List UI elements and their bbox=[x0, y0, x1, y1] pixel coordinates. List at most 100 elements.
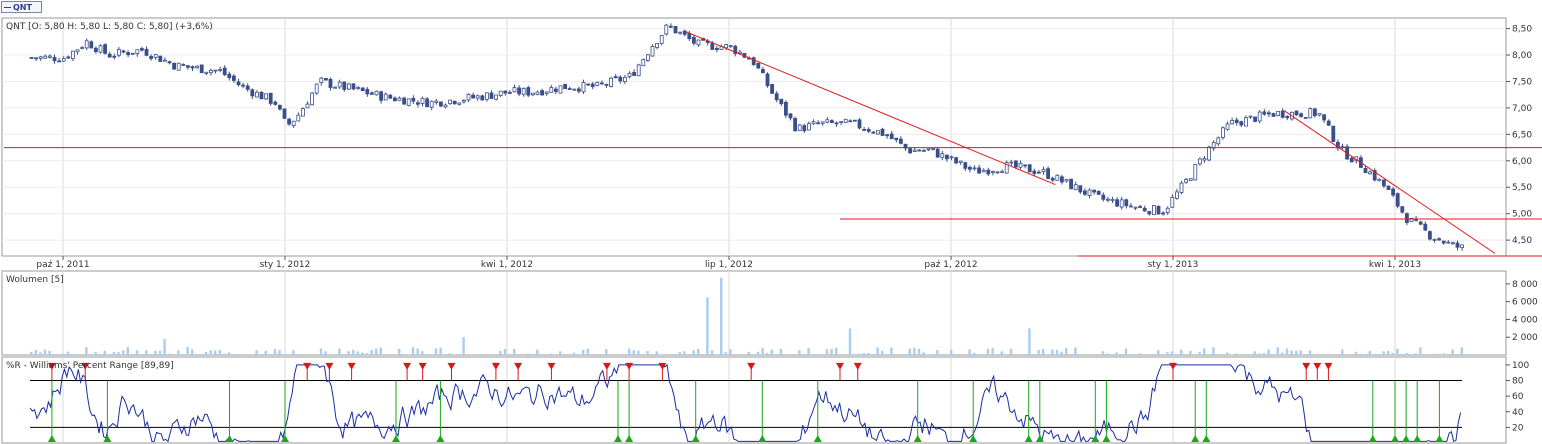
volume-bar bbox=[807, 348, 810, 355]
candle bbox=[1202, 158, 1207, 161]
candle bbox=[820, 121, 825, 124]
candle bbox=[1253, 116, 1257, 122]
candle bbox=[406, 98, 411, 106]
candle bbox=[1372, 170, 1377, 181]
sell-marker bbox=[447, 362, 456, 370]
volume-bar bbox=[94, 352, 97, 355]
volume-bar bbox=[1258, 353, 1261, 355]
volume-bar bbox=[448, 353, 451, 355]
candle bbox=[268, 92, 273, 104]
buy-marker bbox=[1435, 435, 1444, 442]
volume-bar bbox=[982, 354, 985, 355]
candle bbox=[604, 84, 609, 86]
candle bbox=[1115, 199, 1119, 207]
volume-bar bbox=[85, 347, 88, 355]
volume-bar bbox=[1299, 350, 1302, 355]
volume-bar bbox=[614, 354, 617, 355]
candle bbox=[655, 43, 659, 48]
volume-bar bbox=[908, 348, 911, 355]
volume-bar bbox=[637, 350, 640, 355]
price-tick-label: 8,50 bbox=[1512, 25, 1532, 35]
candle bbox=[1000, 171, 1004, 174]
candle bbox=[981, 169, 986, 173]
volume-bar bbox=[890, 347, 893, 355]
candle bbox=[600, 82, 604, 85]
candle bbox=[135, 49, 140, 55]
candle bbox=[926, 148, 931, 151]
candle bbox=[475, 95, 480, 99]
volume-bar bbox=[39, 352, 42, 355]
wpr-signals bbox=[47, 362, 1444, 442]
buy-marker bbox=[614, 435, 622, 442]
volume-bar bbox=[655, 351, 658, 355]
candle bbox=[627, 72, 632, 78]
volume-bar bbox=[462, 337, 465, 355]
candle bbox=[1004, 162, 1009, 174]
volume-bar bbox=[379, 347, 382, 355]
volume-bar bbox=[1451, 349, 1454, 355]
sell-marker bbox=[418, 362, 427, 370]
candle bbox=[383, 93, 388, 101]
candle bbox=[52, 57, 57, 62]
candle bbox=[1055, 174, 1060, 181]
candle bbox=[429, 100, 434, 108]
candle bbox=[636, 64, 641, 77]
candle bbox=[254, 91, 259, 98]
candle bbox=[1106, 198, 1110, 201]
candle bbox=[853, 119, 857, 122]
candle bbox=[319, 77, 324, 84]
buy-marker bbox=[1102, 435, 1111, 442]
volume-bar bbox=[816, 354, 819, 355]
volume-bar bbox=[779, 348, 783, 355]
volume-bar bbox=[338, 348, 341, 355]
buy-marker bbox=[1091, 435, 1100, 442]
date-axis: paź 1, 2011 sty 1, 2012 kwi 1, 2012 lip 1, … bbox=[36, 256, 1421, 270]
volume-bar bbox=[1180, 349, 1183, 355]
candle bbox=[1409, 217, 1414, 223]
candle bbox=[1083, 190, 1087, 195]
volume-bar bbox=[867, 353, 870, 355]
candle bbox=[1441, 240, 1446, 244]
candle bbox=[471, 94, 476, 99]
candle bbox=[958, 160, 963, 163]
date-tick-label: paź 1, 2011 bbox=[36, 260, 89, 270]
ticker-label: QNT bbox=[13, 3, 32, 12]
candle bbox=[236, 81, 241, 86]
candle bbox=[949, 156, 954, 159]
volume-bar bbox=[1410, 354, 1413, 355]
price-panel-title: QNT [O: 5,80 H: 5,80 L: 5,80 C: 5,80] (+… bbox=[6, 22, 213, 32]
volume-bar bbox=[913, 347, 916, 355]
volume-bar bbox=[986, 348, 990, 355]
wpr-tick-label: 100 bbox=[1512, 361, 1529, 371]
candle bbox=[264, 93, 269, 100]
wpr-plot-area bbox=[1, 356, 1507, 444]
sell-marker bbox=[514, 362, 523, 370]
candle bbox=[342, 81, 347, 90]
candle bbox=[521, 88, 526, 95]
candle bbox=[1142, 207, 1147, 212]
volume-bar bbox=[853, 354, 856, 355]
candle bbox=[871, 131, 876, 134]
candle bbox=[379, 91, 384, 101]
volume-bar bbox=[549, 353, 553, 355]
candle bbox=[554, 88, 558, 92]
candle bbox=[411, 97, 416, 102]
volume-bar bbox=[747, 351, 750, 355]
ticker-tab[interactable]: QNT bbox=[1, 1, 42, 13]
candle bbox=[333, 86, 338, 89]
wpr-tick-label: 20 bbox=[1512, 423, 1524, 433]
wpr-y-ticks: 20 40 60 80 100 bbox=[1506, 361, 1529, 433]
candle bbox=[259, 91, 264, 100]
candle bbox=[1239, 121, 1244, 126]
candle bbox=[126, 52, 130, 56]
buy-marker bbox=[1402, 435, 1411, 442]
candle bbox=[466, 94, 471, 101]
candle bbox=[438, 101, 443, 107]
volume-bar bbox=[1419, 347, 1422, 355]
volume-bar bbox=[1262, 353, 1266, 355]
candle bbox=[1096, 190, 1101, 195]
candle bbox=[84, 40, 89, 49]
volume-bar bbox=[766, 352, 769, 355]
candle bbox=[811, 121, 816, 125]
candle bbox=[1170, 197, 1175, 208]
